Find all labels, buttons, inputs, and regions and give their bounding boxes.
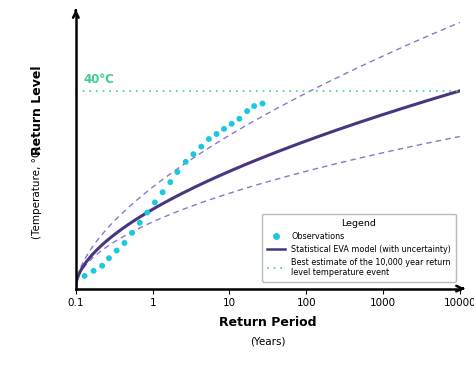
Text: (Years): (Years) [250,337,285,347]
Point [151,199,159,205]
Point [136,220,144,226]
Point [198,144,205,149]
Point [236,116,243,122]
Legend: Observations, Statistical EVA model (with uncertainty), Best estimate of the 10,: Observations, Statistical EVA model (wit… [262,214,456,282]
Point [228,121,236,127]
Point [90,268,97,274]
Text: 40°C: 40°C [83,73,114,86]
Point [250,103,258,109]
Text: (Temperature, °C): (Temperature, °C) [32,146,43,239]
Point [144,209,151,215]
Point [113,248,120,253]
Text: Return Period: Return Period [219,316,317,329]
Point [205,136,213,142]
Point [105,255,113,261]
Point [190,151,197,157]
Text: Return Level: Return Level [31,66,44,155]
Point [213,131,220,137]
Point [121,240,128,246]
Point [81,273,88,279]
Point [166,179,174,185]
Point [182,159,190,165]
Point [159,189,166,195]
Point [128,230,136,236]
Point [220,126,228,132]
Point [259,101,266,107]
Point [243,108,251,114]
Point [173,169,181,175]
Point [98,263,106,269]
